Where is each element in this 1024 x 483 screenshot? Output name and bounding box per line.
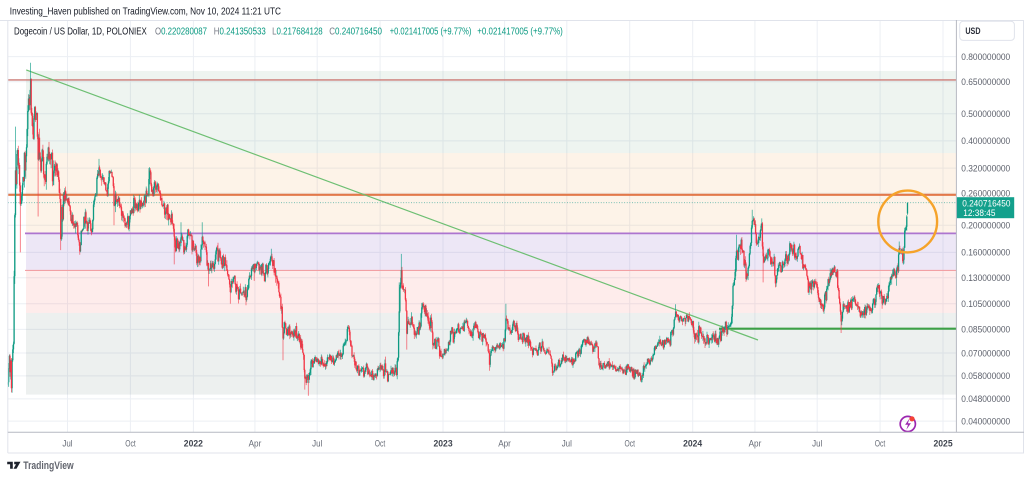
svg-text:O0.220280087: O0.220280087 xyxy=(155,26,207,37)
svg-text:2022: 2022 xyxy=(184,438,203,449)
svg-text:0.240716450: 0.240716450 xyxy=(962,198,1010,209)
svg-text:Investing_Haven published on T: Investing_Haven published on TradingView… xyxy=(10,6,281,17)
svg-text:0.130000000: 0.130000000 xyxy=(961,272,1010,283)
svg-text:L0.217684128: L0.217684128 xyxy=(272,26,323,37)
svg-text:0.200000000: 0.200000000 xyxy=(961,220,1010,231)
svg-text:Apr: Apr xyxy=(749,438,762,449)
svg-text:Jul: Jul xyxy=(562,438,572,449)
svg-text:0.260000000: 0.260000000 xyxy=(961,188,1010,199)
svg-text:Jul: Jul xyxy=(62,438,72,449)
svg-text:Oct: Oct xyxy=(125,438,136,449)
svg-text:2024: 2024 xyxy=(683,438,703,449)
svg-text:H0.241350533: H0.241350533 xyxy=(214,26,266,37)
svg-text:0.070000000: 0.070000000 xyxy=(961,347,1010,358)
svg-text:0.400000000: 0.400000000 xyxy=(961,135,1010,146)
svg-text:0.500000000: 0.500000000 xyxy=(961,108,1010,119)
svg-text:Oct: Oct xyxy=(375,438,386,449)
svg-text:TradingView: TradingView xyxy=(23,460,74,472)
svg-text:+0.021417005 (+9.77%): +0.021417005 (+9.77%) xyxy=(390,26,472,37)
svg-text:Oct: Oct xyxy=(625,438,636,449)
svg-text:USD: USD xyxy=(965,26,980,37)
svg-text:2023: 2023 xyxy=(434,438,453,449)
svg-text:0.048000000: 0.048000000 xyxy=(961,393,1010,404)
svg-text:0.105000000: 0.105000000 xyxy=(961,298,1010,309)
svg-text:0.320000000: 0.320000000 xyxy=(961,162,1010,173)
svg-text:Jul: Jul xyxy=(312,438,322,449)
svg-text:C0.240716450: C0.240716450 xyxy=(329,26,382,37)
svg-text:+0.021417005 (+9.77%): +0.021417005 (+9.77%) xyxy=(477,26,563,37)
svg-text:Jul: Jul xyxy=(812,438,822,449)
svg-text:0.085000000: 0.085000000 xyxy=(961,324,1010,335)
svg-text:12:38:45: 12:38:45 xyxy=(963,208,995,218)
svg-text:0.058000000: 0.058000000 xyxy=(961,370,1010,381)
svg-text:0.040000000: 0.040000000 xyxy=(961,415,1010,426)
svg-text:0.650000000: 0.650000000 xyxy=(961,76,1010,87)
svg-text:Apr: Apr xyxy=(249,438,262,449)
svg-text:2025: 2025 xyxy=(934,438,954,449)
svg-text:0.800000000: 0.800000000 xyxy=(961,51,1010,62)
svg-text:Dogecoin / US Dollar, 1D, POLO: Dogecoin / US Dollar, 1D, POLONIEX xyxy=(14,26,147,37)
svg-text:0.160000000: 0.160000000 xyxy=(961,247,1010,258)
svg-text:Apr: Apr xyxy=(498,438,511,449)
svg-text:Oct: Oct xyxy=(875,438,886,449)
